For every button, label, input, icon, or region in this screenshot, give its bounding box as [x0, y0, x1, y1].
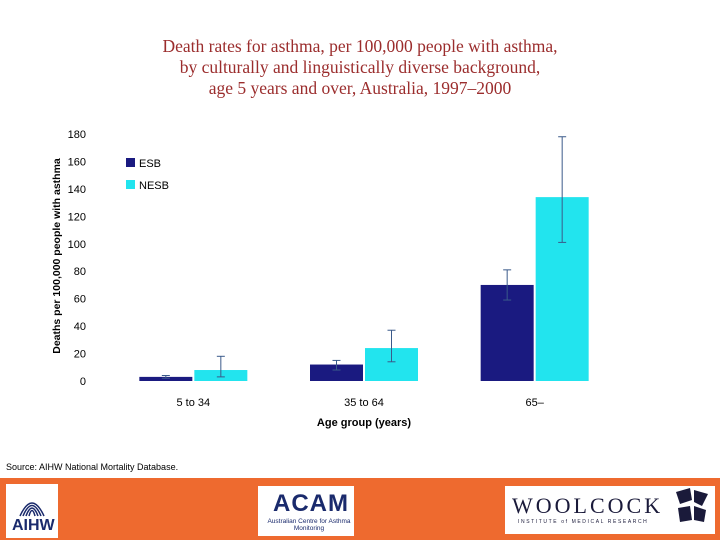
bar-esb	[139, 376, 193, 381]
y-tick-label: 40	[74, 321, 86, 333]
legend-swatch-esb	[126, 158, 135, 167]
y-axis-label: Deaths per 100,000 people with asthma	[51, 158, 63, 354]
bar-esb	[480, 284, 534, 381]
y-tick-label: 20	[74, 349, 86, 361]
title-line-3: age 5 years and over, Australia, 1997–20…	[208, 78, 512, 98]
y-tick-label: 0	[80, 376, 86, 388]
plot-area	[108, 126, 620, 388]
acam-logo-subtitle: Australian Centre for Asthma Monitoring	[267, 518, 351, 532]
y-tick-label: 160	[68, 156, 86, 168]
title-line-1: Death rates for asthma, per 100,000 peop…	[162, 36, 558, 56]
aihw-emblem-icon	[19, 502, 45, 517]
y-tick-label: 120	[68, 211, 86, 223]
x-tick-label: 5 to 34	[177, 397, 211, 409]
source-note: Source: AIHW National Mortality Database…	[6, 462, 179, 472]
acam-logo-text: ACAM	[273, 490, 349, 517]
bar-chart: 0 20 40 60 80 100 120 140 160 180 Deaths per 100,0…	[51, 126, 620, 429]
aihw-logo-text: AIHW	[12, 517, 55, 534]
bar-esb	[310, 364, 363, 381]
y-tick-label: 180	[68, 129, 86, 141]
woolcock-logo-text: WOOLCOCK	[512, 493, 664, 518]
x-axis-label: Age group (years)	[317, 417, 411, 429]
y-tick-label: 100	[68, 239, 86, 251]
acam-logo	[258, 486, 354, 536]
woolcock-emblem-icon	[676, 488, 708, 522]
x-tick-label: 65–	[525, 397, 544, 409]
chart-title: Death rates for asthma, per 100,000 peop…	[0, 36, 720, 99]
legend-label-nesb: NESB	[139, 180, 169, 192]
x-tick-label: 35 to 64	[344, 397, 384, 409]
y-tick-label: 60	[74, 294, 86, 306]
title-line-2: by culturally and linguistically diverse…	[179, 57, 541, 77]
y-tick-label: 80	[74, 266, 86, 278]
woolcock-logo-subtitle: INSTITUTE of MEDICAL RESEARCH	[518, 519, 649, 525]
footer-bar: AIHW	[0, 478, 720, 540]
y-tick-label: 140	[68, 184, 86, 196]
aihw-logo: AIHW	[6, 484, 58, 538]
legend-label-esb: ESB	[139, 158, 161, 170]
legend-swatch-nesb	[126, 180, 135, 189]
